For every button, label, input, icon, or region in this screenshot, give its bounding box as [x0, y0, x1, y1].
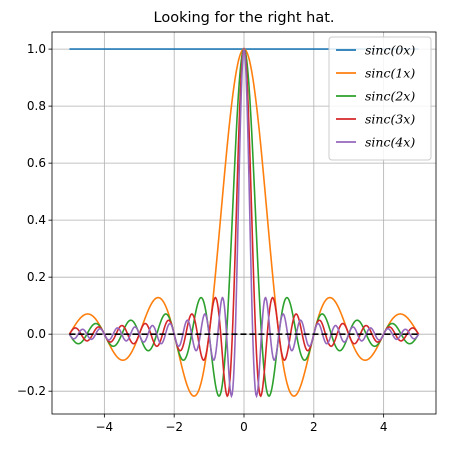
y-tick-label: 0.0: [27, 327, 46, 341]
legend-label-1: sinc(1x): [365, 66, 415, 81]
y-tick-label: 0.4: [27, 213, 46, 227]
legend-label-2: sinc(2x): [365, 89, 415, 104]
series-line-4: [68, 48, 420, 399]
legend-label-0: sinc(0x): [365, 43, 415, 58]
chart-title: Looking for the right hat.: [154, 10, 335, 26]
legend-box: [328, 36, 432, 161]
legend-label-3: sinc(3x): [365, 112, 415, 127]
x-tick-label: 2: [310, 420, 318, 434]
legend: sinc(0x) sinc(1x) sinc(2x) sinc(3x) sinc(4x): [328, 36, 432, 161]
y-tick-label: 1.0: [27, 42, 46, 56]
y-tick-label: −0.2: [17, 384, 46, 398]
x-tick-label: −4: [96, 420, 114, 434]
x-tick-label: 4: [380, 420, 388, 434]
axis-ticks: −4 −2 0 2 4 −0.2 0.0 0.2 0.4 0.6 0.8 1.0: [17, 42, 388, 434]
y-tick-label: 0.2: [27, 270, 46, 284]
x-tick-label: 0: [240, 420, 248, 434]
y-tick-label: 0.6: [27, 156, 46, 170]
y-tick-label: 0.8: [27, 99, 46, 113]
legend-label-4: sinc(4x): [365, 135, 415, 150]
x-tick-label: −2: [165, 420, 183, 434]
